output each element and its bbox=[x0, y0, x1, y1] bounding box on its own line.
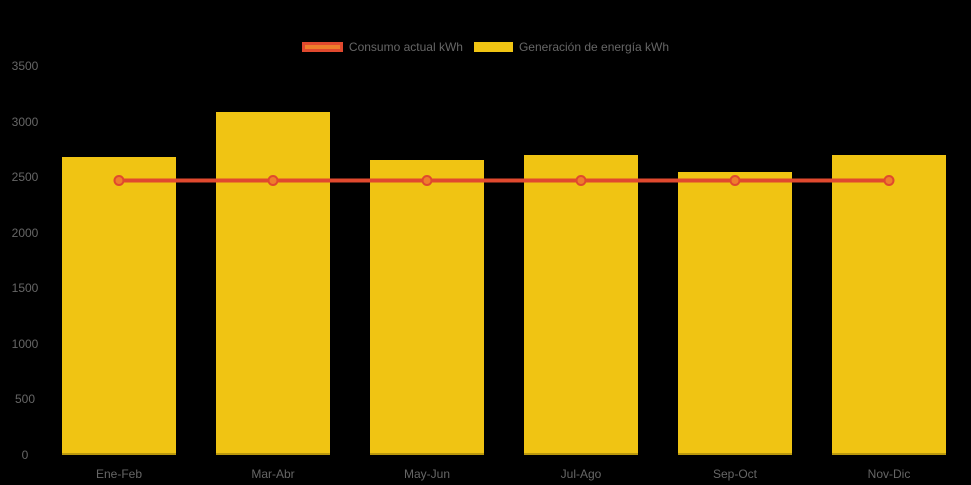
legend-item-consumo-actual[interactable]: Consumo actual kWh bbox=[301, 40, 463, 54]
x-axis-label-nov-dic: Nov-Dic bbox=[867, 467, 911, 481]
legend-label-consumo: Consumo actual kWh bbox=[348, 40, 463, 54]
line-point-may-jun[interactable] bbox=[421, 174, 433, 186]
line-point-mar-abr[interactable] bbox=[267, 174, 279, 186]
bar-sep-oct[interactable] bbox=[678, 172, 792, 455]
legend-label-generacion: Generación de energía kWh bbox=[518, 40, 670, 54]
legend-item-generacion-energia[interactable]: Generación de energía kWh bbox=[473, 40, 670, 54]
x-axis-label-may-jun: May-Jun bbox=[403, 467, 450, 481]
y-axis-tick-500: 500 bbox=[14, 392, 36, 407]
line-point-jul-ago[interactable] bbox=[575, 174, 587, 186]
plot-area bbox=[42, 66, 966, 455]
consumption-line-layer bbox=[113, 174, 895, 186]
legend-swatch-consumo-icon bbox=[301, 42, 343, 52]
line-point-sep-oct[interactable] bbox=[729, 174, 741, 186]
y-axis-tick-3500: 3500 bbox=[11, 59, 39, 73]
bar-may-jun[interactable] bbox=[370, 159, 484, 455]
bar-jul-ago[interactable] bbox=[524, 154, 638, 455]
bar-mar-abr[interactable] bbox=[216, 112, 330, 455]
line-point-ene-feb[interactable] bbox=[113, 174, 125, 186]
y-axis-tick-1000: 1000 bbox=[11, 336, 39, 351]
bar-ene-feb[interactable] bbox=[62, 157, 176, 455]
x-axis-label-jul-ago: Jul-Ago bbox=[560, 467, 602, 481]
x-axis-baseline bbox=[42, 453, 966, 455]
x-axis-label-mar-abr: Mar-Abr bbox=[251, 467, 295, 481]
x-axis-label-ene-feb: Ene-Feb bbox=[95, 467, 143, 481]
y-axis-tick-0: 0 bbox=[21, 448, 29, 462]
line-point-nov-dic[interactable] bbox=[883, 174, 895, 186]
y-axis-tick-3000: 3000 bbox=[11, 114, 39, 129]
y-axis-tick-2000: 2000 bbox=[11, 225, 39, 240]
bar-nov-dic[interactable] bbox=[832, 154, 946, 455]
y-axis-tick-2500: 2500 bbox=[11, 170, 39, 185]
y-axis-tick-1500: 1500 bbox=[11, 281, 39, 296]
chart-legend: Consumo actual kWh Generación de energía… bbox=[0, 41, 971, 53]
legend-swatch-generacion-icon bbox=[473, 42, 513, 52]
x-axis-label-sep-oct: Sep-Oct bbox=[712, 467, 757, 481]
